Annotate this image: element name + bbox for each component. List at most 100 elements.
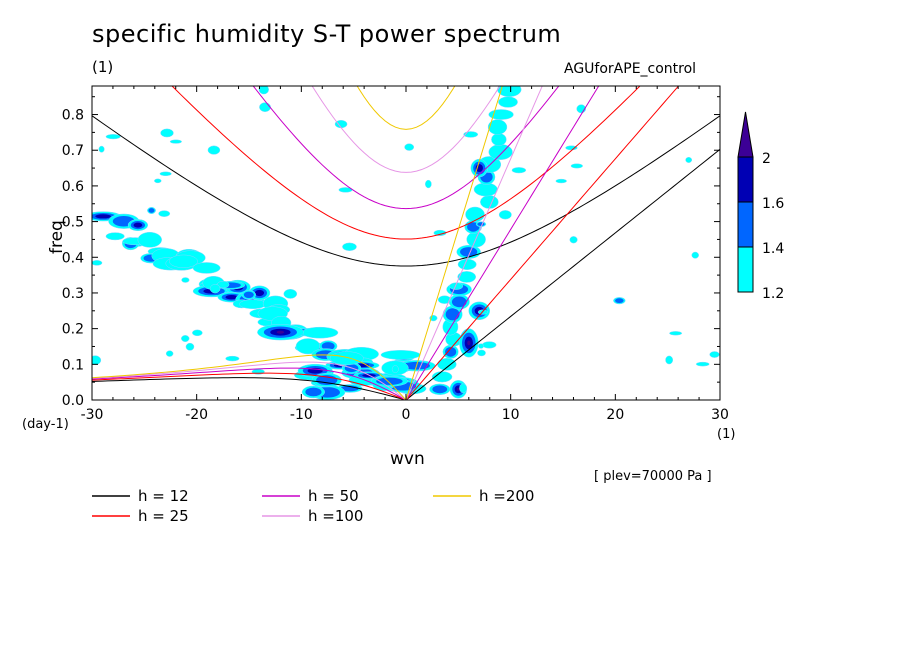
y-tick-label: 0.4: [62, 250, 84, 266]
power-blob: [243, 291, 254, 299]
power-blob: [192, 262, 221, 274]
power-blob: [488, 109, 514, 120]
power-blob: [437, 295, 452, 304]
power-blob: [480, 195, 499, 209]
colorbar-label: 2: [762, 151, 771, 167]
power-blob: [404, 143, 415, 151]
power-blob: [254, 289, 265, 297]
rossby-curve: [92, 372, 407, 400]
power-blob: [301, 326, 339, 339]
power-blob: [276, 330, 285, 334]
power-blob: [209, 284, 221, 294]
power-blob: [460, 247, 478, 257]
power-blob: [570, 163, 583, 169]
power-blob: [158, 210, 171, 217]
power-blob: [456, 387, 460, 391]
inertia-gravity-curve: [252, 86, 560, 210]
power-blob: [555, 178, 567, 184]
legend-label: h = 12: [138, 487, 189, 505]
power-blob: [92, 355, 102, 366]
power-blob: [137, 232, 162, 248]
rossby-curve: [92, 354, 407, 400]
power-blob: [488, 144, 513, 160]
power-blob: [451, 296, 467, 308]
power-blob: [92, 260, 103, 266]
power-blob: [283, 289, 298, 299]
power-blob: [181, 277, 190, 283]
kelvin-curve: [405, 86, 680, 400]
colorbar-box: [737, 156, 754, 203]
power-blob: [685, 157, 693, 163]
power-blob: [159, 171, 172, 177]
power-blob: [467, 340, 471, 346]
y-axis-unit: (day-1): [22, 417, 69, 432]
legend: h = 12 h = 25 h = 50 h =100 h =200: [92, 487, 534, 525]
power-blob: [258, 86, 269, 95]
power-shading: [92, 86, 720, 400]
legend-label: h =200: [479, 487, 534, 505]
inertia-gravity-curve: [171, 86, 641, 240]
unit-label: (1): [92, 58, 114, 76]
power-blob: [192, 329, 203, 337]
power-blob: [669, 331, 683, 336]
power-blob: [95, 214, 111, 219]
y-tick-label: 0.0: [62, 393, 84, 409]
inertia-gravity-curve: [356, 86, 456, 130]
power-blob: [380, 350, 421, 360]
power-blob: [459, 383, 468, 393]
y-tick-label: 0.2: [62, 322, 84, 338]
power-blob: [181, 335, 190, 342]
x-tick-label: -20: [185, 407, 208, 423]
y-tick-label: 0.3: [62, 286, 84, 302]
power-blob: [105, 134, 121, 140]
chart-title: specific humidity S-T power spectrum: [92, 20, 562, 48]
power-blob: [465, 206, 485, 223]
power-blob: [477, 349, 486, 357]
rossby-curve: [92, 361, 407, 400]
experiment-label: AGUforAPE_control: [564, 61, 697, 77]
power-blob: [342, 242, 357, 251]
x-tick-label: 30: [711, 407, 729, 423]
dispersion-curves: [92, 86, 720, 400]
power-blob: [321, 342, 335, 351]
power-blob: [225, 295, 238, 300]
power-blob: [695, 361, 710, 367]
power-blob: [239, 299, 267, 309]
power-blob: [160, 128, 174, 138]
power-blob: [665, 355, 674, 365]
power-blob: [207, 145, 221, 155]
colorbar-label: 1.6: [762, 196, 784, 212]
power-blob: [457, 258, 477, 270]
power-blob: [425, 179, 432, 189]
colorbar-label: 1.2: [762, 286, 784, 302]
x-axis-unit: (1): [717, 427, 735, 442]
colorbar-label: 1.4: [762, 241, 784, 257]
power-blob: [709, 351, 720, 358]
power-blob: [482, 341, 497, 349]
inertia-gravity-curve: [311, 86, 501, 173]
power-blob: [432, 385, 448, 394]
colorbar: 1.2 1.4 1.6 2: [737, 111, 784, 302]
power-blob: [691, 251, 699, 259]
power-blob: [133, 222, 143, 228]
legend-label: h = 25: [138, 507, 189, 525]
y-tick-label: 0.8: [62, 108, 84, 124]
power-blob: [498, 210, 512, 220]
y-tick-label: 0.6: [62, 179, 84, 195]
colorbar-box: [737, 201, 754, 248]
kelvin-curve: [405, 86, 503, 400]
x-tick-label: 0: [402, 407, 411, 423]
colorbar-extend-arrow: [737, 111, 754, 158]
power-blob: [165, 350, 174, 357]
rossby-curve: [92, 367, 407, 400]
axes: -30 -20 -10 0 10 20 30 0.0 0.1 0.2 0.3 0.4 0.5 0.6 0.7…: [62, 86, 729, 423]
x-axis-label: wvn: [390, 449, 425, 469]
y-axis-label: freq: [47, 220, 67, 254]
power-blob: [169, 139, 182, 144]
power-blob: [491, 133, 507, 146]
power-blob: [154, 178, 162, 184]
power-blob: [329, 351, 364, 366]
power-blob: [259, 102, 271, 112]
power-blob: [98, 145, 105, 153]
power-blob: [185, 342, 195, 351]
